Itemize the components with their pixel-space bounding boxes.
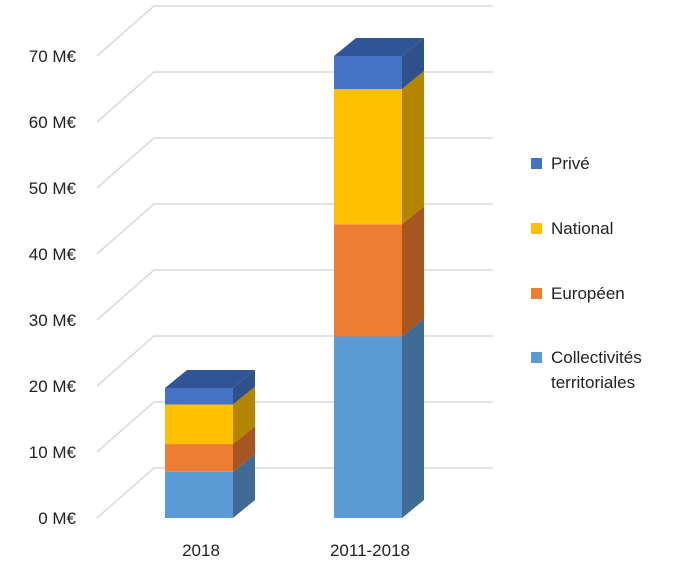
bar-segment-side <box>233 426 255 472</box>
bar-segment-side <box>233 369 255 405</box>
legend-label: Privé <box>551 154 590 173</box>
bar-segment-side <box>233 453 255 518</box>
legend-swatch <box>531 352 542 363</box>
y-tick-label: 60 M€ <box>29 113 77 132</box>
bar-segment-front <box>334 56 402 89</box>
x-axis: 2018 2011-2018 <box>182 541 410 560</box>
y-tick-label: 0 M€ <box>38 509 76 528</box>
legend-label: territoriales <box>551 373 635 392</box>
gridline <box>96 269 493 321</box>
gridline <box>96 335 493 387</box>
bar-segment-front <box>334 336 402 518</box>
bar-segment-side <box>233 386 255 445</box>
y-tick-label: 50 M€ <box>29 179 77 198</box>
bar-top <box>165 369 255 388</box>
y-tick-label: 40 M€ <box>29 245 77 264</box>
bar-segment-front <box>165 471 233 518</box>
legend-label: Collectivités <box>551 348 642 367</box>
bar-segment-side <box>402 71 424 225</box>
bar-top <box>334 38 424 56</box>
y-tick-label: 70 M€ <box>29 47 77 66</box>
bars <box>165 38 424 518</box>
legend-swatch <box>531 288 542 299</box>
legend-swatch <box>531 158 542 169</box>
legend-label: Européen <box>551 284 625 303</box>
bar-segment-front <box>165 387 233 405</box>
x-category-label: 2011-2018 <box>330 541 410 560</box>
bar-segment-front <box>165 444 233 472</box>
gridline <box>96 401 493 453</box>
bar-segment-side <box>402 318 424 518</box>
y-tick-label: 10 M€ <box>29 443 77 462</box>
gridline <box>96 137 493 189</box>
gridline <box>96 203 493 255</box>
bar-segment-front <box>334 89 402 225</box>
bar-segment-side <box>402 206 424 337</box>
gridline <box>96 71 493 123</box>
gridline <box>96 467 493 519</box>
bar-segment-side <box>402 38 424 89</box>
bar-segment-front <box>334 224 402 337</box>
y-axis: 0 M€ 10 M€ 20 M€ 30 M€ 40 M€ 50 M€ 60 M€ 70 M€ <box>29 47 77 528</box>
bar-segment-front <box>165 404 233 445</box>
gridline <box>96 5 493 57</box>
grid <box>96 5 493 519</box>
legend-label: National <box>551 219 613 238</box>
y-tick-label: 30 M€ <box>29 311 77 330</box>
legend-swatch <box>531 223 542 234</box>
legend: Privé National Européen Collectivités territ… <box>531 154 642 392</box>
y-tick-label: 20 M€ <box>29 377 77 396</box>
x-category-label: 2018 <box>182 541 220 560</box>
